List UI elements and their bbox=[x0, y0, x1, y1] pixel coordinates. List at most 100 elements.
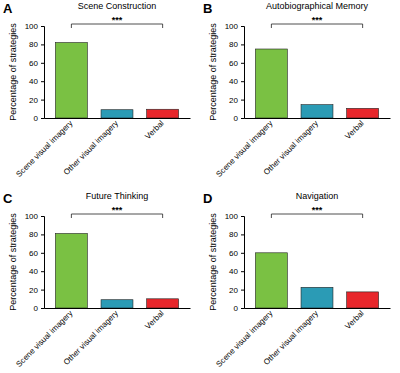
panel: 020406080100Scene visual imageryOther vi… bbox=[3, 1, 191, 179]
y-tick: 20 bbox=[229, 286, 244, 295]
x-tick-label: Other visual imagery bbox=[262, 119, 320, 177]
y-tick-label: 60 bbox=[29, 249, 38, 258]
y-tick-mark bbox=[41, 253, 44, 254]
x-tick: Other visual imagery bbox=[262, 308, 320, 367]
y-tick-mark bbox=[241, 63, 244, 64]
y-tick-mark bbox=[241, 290, 244, 291]
y-tick: 20 bbox=[29, 96, 44, 105]
x-tick: Verbal bbox=[143, 118, 166, 141]
y-axis: 0 20 40 60 80 100 bbox=[225, 22, 245, 123]
y-tick: 40 bbox=[229, 267, 244, 276]
x-axis: Scene visual imageryOther visual imagery… bbox=[14, 118, 190, 179]
y-tick-mark bbox=[41, 26, 44, 27]
y-axis-title: Percentage of strategies bbox=[8, 23, 18, 121]
y-tick-label: 0 bbox=[234, 304, 239, 313]
bar bbox=[347, 108, 379, 118]
y-tick-label: 100 bbox=[225, 212, 239, 221]
y-tick: 60 bbox=[229, 249, 244, 258]
panel-letter: C bbox=[3, 191, 13, 206]
y-tick: 60 bbox=[229, 59, 244, 68]
panel: 0 20 40 60 80 100 Scene visual imageryOther vi… bbox=[203, 191, 391, 369]
bar bbox=[255, 253, 287, 308]
chart-title: Navigation bbox=[296, 191, 339, 201]
x-tick-label: Other visual imagery bbox=[262, 309, 320, 367]
y-tick: 40 bbox=[29, 267, 44, 276]
y-tick: 40 bbox=[229, 77, 244, 86]
panel-letter: A bbox=[3, 1, 13, 16]
y-tick-label: 20 bbox=[229, 286, 238, 295]
bar bbox=[301, 105, 333, 118]
bar bbox=[147, 109, 179, 118]
x-axis-line bbox=[45, 118, 191, 119]
y-tick-label: 20 bbox=[29, 286, 38, 295]
y-tick: 100 bbox=[225, 22, 244, 31]
y-tick-label: 40 bbox=[229, 77, 238, 86]
y-tick-label: 60 bbox=[229, 249, 238, 258]
y-tick-mark bbox=[241, 308, 244, 309]
y-tick-label: 80 bbox=[229, 40, 238, 49]
y-tick: 100 bbox=[25, 212, 44, 221]
y-axis-line bbox=[241, 217, 245, 309]
x-tick-label: Verbal bbox=[343, 119, 366, 142]
y-tick-label: 20 bbox=[229, 96, 238, 105]
y-tick-label: 40 bbox=[29, 267, 38, 276]
y-tick: 60 bbox=[29, 249, 44, 258]
y-tick-mark bbox=[41, 234, 44, 235]
x-tick-label: Other visual imagery bbox=[62, 309, 120, 367]
x-tick: Other visual imagery bbox=[62, 118, 120, 177]
bar bbox=[255, 49, 287, 118]
y-tick: 100 bbox=[25, 22, 44, 31]
y-tick-mark bbox=[241, 216, 244, 217]
x-tick: Verbal bbox=[143, 308, 166, 331]
y-tick-label: 40 bbox=[29, 77, 38, 86]
y-tick-label: 0 bbox=[34, 304, 39, 313]
bar bbox=[147, 299, 179, 308]
x-tick-label: Verbal bbox=[143, 119, 166, 142]
y-tick-label: 100 bbox=[25, 212, 39, 221]
bars bbox=[255, 253, 378, 308]
y-tick-mark bbox=[241, 81, 244, 82]
y-tick-mark bbox=[241, 234, 244, 235]
figure: 0 20 40 60 80 100 Scene visual imageryOther vi… bbox=[0, 0, 400, 373]
panel: 0 20 40 60 80 100 Scene visual imageryOther vi… bbox=[3, 191, 191, 369]
bar bbox=[55, 43, 87, 118]
x-axis: Scene visual imageryOther visual imagery… bbox=[214, 308, 390, 369]
y-tick: 80 bbox=[229, 230, 244, 239]
y-tick-label: 80 bbox=[29, 40, 38, 49]
y-tick: 80 bbox=[29, 40, 44, 49]
x-tick: Verbal bbox=[343, 118, 366, 141]
y-tick-mark bbox=[241, 253, 244, 254]
y-tick-mark bbox=[41, 308, 44, 309]
y-tick-mark bbox=[41, 81, 44, 82]
y-tick-mark bbox=[41, 271, 44, 272]
y-tick-label: 60 bbox=[229, 59, 238, 68]
x-axis-line bbox=[245, 118, 391, 119]
x-axis-line bbox=[45, 308, 191, 309]
y-axis-line bbox=[41, 217, 45, 309]
y-axis: 0 20 40 60 80 100 bbox=[225, 212, 245, 313]
y-tick-mark bbox=[241, 26, 244, 27]
x-tick: Other visual imagery bbox=[62, 308, 120, 367]
bar bbox=[101, 300, 133, 308]
y-tick: 100 bbox=[225, 212, 244, 221]
y-axis-line bbox=[241, 27, 245, 119]
y-tick-label: 100 bbox=[225, 22, 239, 31]
panel-letter: B bbox=[203, 1, 212, 16]
y-tick-mark bbox=[241, 100, 244, 101]
chart-title: Future Thinking bbox=[86, 191, 148, 201]
y-axis-title: Percentage of strategies bbox=[208, 23, 218, 121]
y-tick: 80 bbox=[229, 40, 244, 49]
y-tick-label: 80 bbox=[29, 230, 38, 239]
x-tick-label: Verbal bbox=[143, 309, 166, 332]
significance-label: *** bbox=[312, 15, 323, 25]
y-tick-mark bbox=[41, 63, 44, 64]
bar bbox=[55, 233, 87, 308]
y-tick-label: 0 bbox=[234, 114, 239, 123]
bars bbox=[55, 233, 178, 308]
x-axis-line bbox=[245, 308, 391, 309]
y-tick: 0 bbox=[234, 114, 244, 123]
y-tick: 20 bbox=[229, 96, 244, 105]
x-axis: Scene visual imageryOther visual imagery… bbox=[14, 308, 190, 369]
y-tick-label: 0 bbox=[34, 114, 39, 123]
chart-title: Autobiographical Memory bbox=[266, 1, 369, 11]
